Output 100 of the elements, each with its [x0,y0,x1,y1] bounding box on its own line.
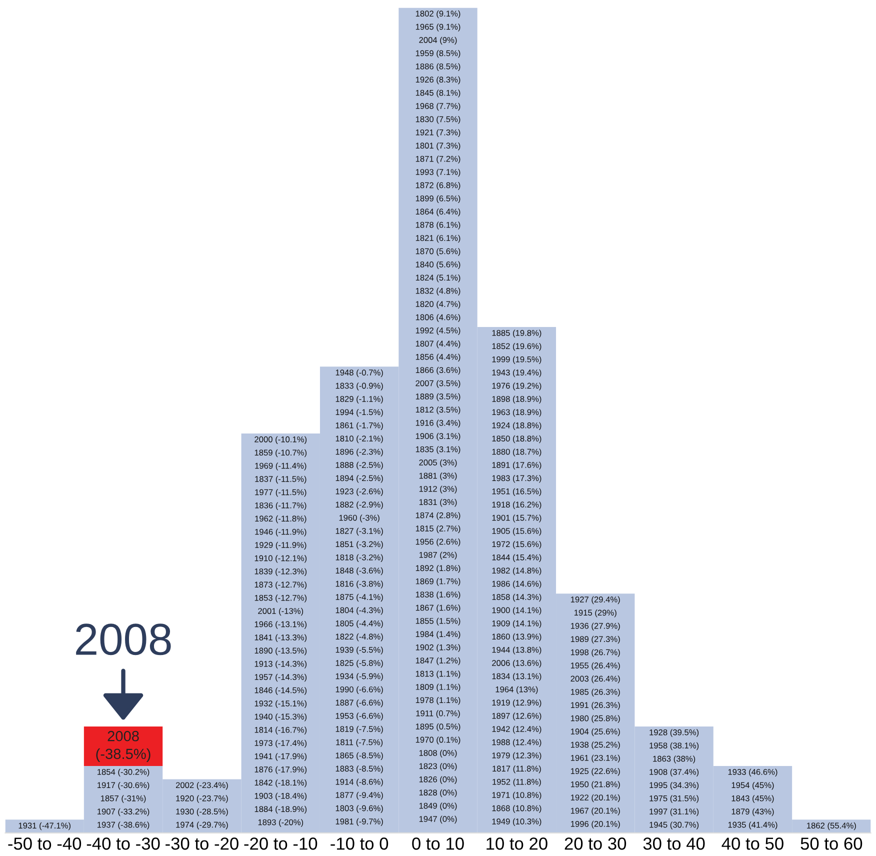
annotation: 1901 (15.7%) [492,514,542,522]
annotation: 1994 (-1.5%) [336,408,383,417]
annotation: 2003 (26.4%) [570,676,620,684]
annotation: 1872 (6.8%) [416,182,460,190]
annotation: 1853 (-12.7%) [254,594,307,602]
annotation: 1847 (1.2%) [416,657,460,666]
annotation: 1967 (20.1%) [570,808,620,816]
annotation: 1887 (-6.6%) [336,699,383,708]
annotation: 1903 (-18.4%) [254,792,307,800]
annotation: 1834 (13.1%) [492,673,542,681]
annotation: 1841 (-13.3%) [254,634,307,642]
annotation: 2005 (3%) [419,459,457,468]
annotation: 1911 (0.7%) [416,710,460,718]
x-tick-label: 40 to 50 [722,838,784,850]
annotation: 1933 (46.6%) [728,768,778,777]
annotation: 1816 (-3.8%) [336,580,383,588]
annotation: 1889 (3.5%) [416,393,460,402]
annotation: 1999 (19.5%) [492,356,542,364]
annotation: 1813 (1.1%) [416,670,460,678]
annotation: 1840 (5.6%) [416,261,460,270]
annotation: 1938 (25.2%) [570,742,620,750]
annotation: 1984 (1.4%) [416,630,460,639]
annotation: 1963 (18.9%) [492,408,542,417]
annotation: 1882 (-2.9%) [336,501,383,510]
annotation: 1972 (15.6%) [492,541,542,549]
annotation: 1909 (14.1%) [492,620,542,628]
annotation: 1843 (45%) [732,795,774,803]
annotation: 1942 (12.4%) [492,726,542,734]
annotation: 1805 (-4.4%) [336,620,383,628]
annotation: 1871 (7.2%) [416,156,460,164]
annotation: 1918 (16.2%) [492,501,542,510]
annotation: 1851 (-3.2%) [336,541,383,549]
annotation: 1832 (4.8%) [416,288,460,296]
x-tick-label: 10 to 20 [486,838,548,850]
x-tick-label: 50 to 60 [800,838,862,850]
annotation: 1943 (19.4%) [492,369,542,378]
annotation: 1949 (10.3%) [492,818,542,826]
annotation: 1826 (0%) [419,776,457,784]
annotation: 1990 (-6.6%) [336,686,383,694]
annotation: 1955 (26.4%) [570,662,620,670]
annotation: 1869 (1.7%) [416,578,460,586]
annotation: 1852 (19.6%) [492,342,542,351]
annotation: 1878 (6.1%) [416,222,460,230]
x-tick-label: 20 to 30 [564,838,626,850]
annotation: 1907 (-33.2%) [98,808,150,816]
annotation: 1965 (9.1%) [416,24,460,32]
annotation: 1812 (3.5%) [416,406,460,414]
annotation: 1926 (8.3%) [416,76,460,84]
annotation: 1870 (5.6%) [416,248,460,256]
annotation: 1850 (18.8%) [492,435,542,444]
annotation: 1906 (3.1%) [416,432,460,441]
annotation: 1985 (26.3%) [570,688,620,696]
text: 2008 [76,624,171,656]
annotation: 1950 (21.8%) [570,781,620,789]
annotation: 1976 (19.2%) [492,382,542,390]
annotation: 1864 (6.4%) [416,208,460,216]
annotation: 1821 (6.1%) [416,234,460,243]
annotation: 1801 (7.3%) [416,142,460,150]
annotation: 1993 (7.1%) [416,168,460,177]
annotation: 1823 (0%) [419,762,457,771]
annotation: 1986 (14.6%) [492,580,542,588]
annotation: 1865 (-8.5%) [336,752,383,760]
annotation: 1877 (-9.4%) [336,792,383,800]
annotation: 1935 (41.4%) [728,822,778,830]
annotation: 1968 (7.7%) [416,102,460,111]
annotation: 1810 (-2.1%) [336,435,383,444]
annotation: 1959 (8.5%) [416,50,460,58]
annotation: 1923 (-2.6%) [336,488,383,496]
annotation: 1989 (27.3%) [570,636,620,644]
annotation: 2001 (-13%) [258,608,304,616]
annotation: 1924 (18.8%) [492,422,542,430]
annotation: 1998 (26.7%) [570,649,620,657]
annotation: 1980 (25.8%) [570,715,620,723]
annotation: 2000 (-10.1%) [254,436,307,444]
annotation: 1855 (1.5%) [416,618,460,626]
annotation: 1837 (-11.5%) [255,476,306,484]
annotation: 1876 (-17.9%) [254,766,307,774]
annotation: 1995 (34.3%) [650,782,699,790]
annotation: 1900 (14.1%) [492,607,542,615]
annotation: 1846 (-14.5%) [254,687,307,695]
annotation: 1849 (0%) [419,802,457,810]
annotation: 1824 (5.1%) [416,274,460,282]
annotation: 1973 (-17.4%) [254,740,307,748]
annotation: 1803 (-9.6%) [336,805,383,813]
x-tick-label: -40 to -30 [86,838,160,850]
annotation: 1916 (3.4%) [416,420,460,428]
annotation: 1978 (1.1%) [416,696,460,705]
annotation: 1830 (7.5%) [416,116,460,124]
annotation: 1932 (-15.1%) [254,700,307,708]
annotation: 1829 (-1.1%) [336,396,383,404]
annotation: 1868 (10.8%) [492,805,542,813]
annotation: 1890 (-13.5%) [254,647,307,656]
annotation: 1917 (-30.6%) [98,782,150,790]
annotation: 1919 (12.9%) [492,699,542,708]
annotation: 1956 (2.6%) [416,538,460,546]
annotation: 1898 (18.9%) [492,396,542,404]
annotation: 1815 (2.7%) [416,525,460,534]
annotation: 1992 (4.5%) [416,327,460,336]
annotation: 1966 (-13.1%) [254,621,307,629]
annotation: 2004 (9%) [419,36,457,45]
